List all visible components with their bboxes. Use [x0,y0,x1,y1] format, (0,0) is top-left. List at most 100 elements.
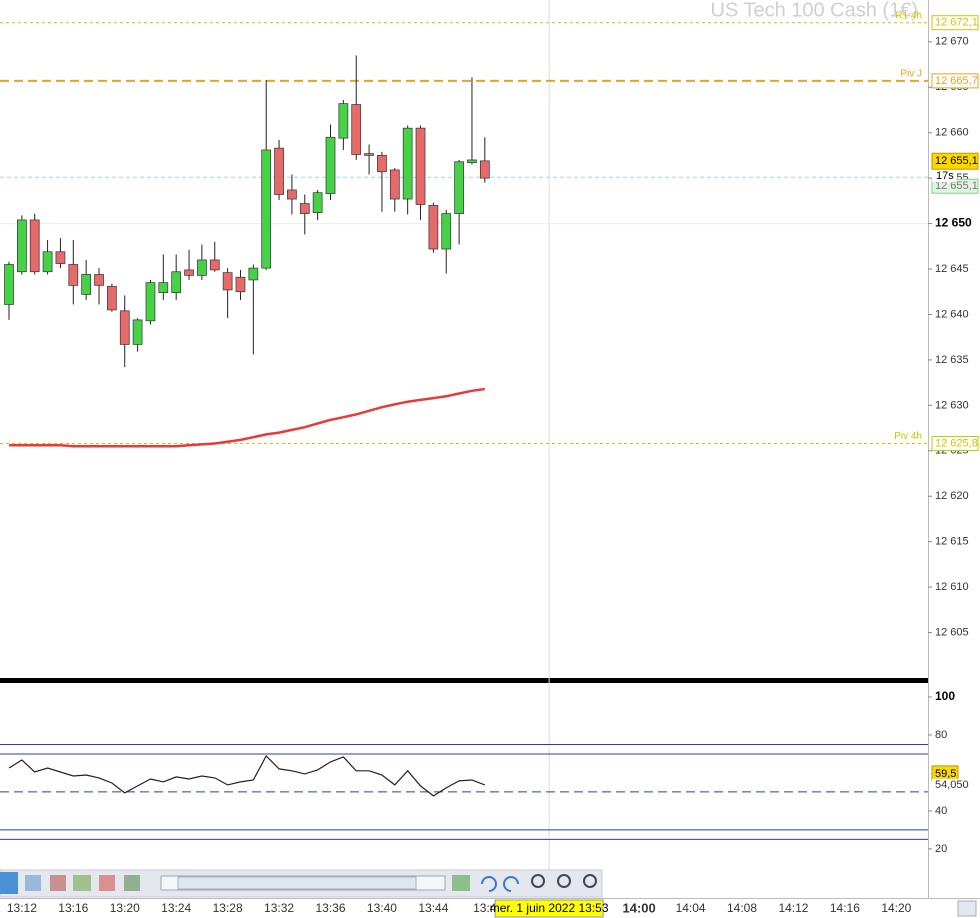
y-tick-label: 12 640 [935,308,969,320]
timer: 17s [936,170,954,182]
candle-body [467,159,477,164]
candle-body [274,147,284,195]
tool-button[interactable] [452,875,470,891]
zoom-out-button[interactable] [557,874,571,888]
tool-button[interactable] [124,875,140,891]
crosshair-label: mer. 1 juin 2022 13:53 [490,901,609,915]
candle-body [145,282,156,322]
timer-bg [932,170,956,183]
candle-body [119,310,130,345]
x-tick-label: 13:16 [58,901,88,915]
candle-body [338,103,349,139]
candle-body [29,219,40,273]
toolbar [0,869,603,898]
moving-average [9,387,485,448]
candle-body [299,203,310,214]
x-tick-label: 14:16 [830,901,860,915]
candle-body [55,251,66,264]
x-tick-label: 14:08 [727,901,757,915]
candle-body [197,259,207,276]
level-name: Piv 4h [894,431,922,442]
candle-body [94,274,104,286]
candle-body [377,155,387,173]
crosshair-label-bg [494,899,604,918]
candle-body [428,205,439,250]
y-tick-label: 12 670 [935,36,969,48]
y-tick-label: 12 610 [935,581,969,593]
x-tick-label: 13:12 [7,901,37,915]
x-tick-label: 14:04 [676,901,706,915]
y-tick-label: 12 605 [935,626,969,638]
x-tick-label: 13:36 [315,901,345,915]
candle-body [389,169,400,200]
candle-body [479,160,490,179]
candle-body [287,189,297,200]
level-name: Piv J [900,69,922,80]
candle-body [132,319,143,345]
scroll-thumb[interactable] [177,876,417,890]
indicator-last-label: 59,5 [935,768,956,780]
indicator-line [8,755,486,797]
redo-button[interactable] [503,876,519,892]
x-tick-label: 14:00 [623,900,656,915]
candle-body [364,153,374,156]
candle-body [158,282,169,293]
tool-button[interactable] [25,875,41,891]
candle-body [248,267,259,281]
y-tick-label: 12 660 [935,127,969,139]
level-label: 12 665,7 [935,75,978,87]
candle-body [325,136,336,194]
x-tick-label: 13:4 [473,901,497,915]
level-label: 12 672,1 [935,17,978,29]
last-price-label: 12 655,1 [935,155,978,167]
candle-body [415,127,426,205]
x-tick-label: 13:44 [418,901,448,915]
candle-body [4,264,14,305]
tool-button[interactable] [0,872,18,894]
zoom-in-button[interactable] [583,874,597,888]
tool-button[interactable] [73,875,91,891]
y-tick-label: 12 650 [935,216,972,230]
x-tick-label: 13:24 [161,901,191,915]
level-label: 12 625,8 [935,437,978,449]
zoom-button[interactable] [531,874,545,888]
candle-body [454,161,464,214]
pane-separator [0,678,928,683]
y-tick-label: 12 645 [935,263,969,275]
candle-body [171,271,182,293]
level-label-bg [931,73,979,89]
candle-body [42,251,53,273]
x-tick-label: 13:40 [367,901,397,915]
candle-body [222,272,233,291]
undo-button[interactable] [481,876,497,892]
y-tick-label: 12 615 [935,536,969,548]
y-tick-label: 40 [935,805,947,817]
y-tick-label: 20 [935,843,947,855]
candle-body [402,127,413,200]
corner-button[interactable] [957,900,977,917]
candle-body [68,264,79,286]
x-tick-label: 13:28 [213,901,243,915]
candle-body [351,104,362,155]
candle-body [261,149,272,269]
chart-title: US Tech 100 Cash (1€) [710,0,918,21]
tool-button[interactable] [99,875,115,891]
signal-label-bg [932,778,970,792]
y-tick-label: 80 [935,729,947,741]
x-tick-label: 13:32 [264,901,294,915]
candle-body [184,269,194,276]
candle-body [312,192,323,214]
y-tick-label: 100 [935,689,955,703]
quote-label: 12 655,1 [935,180,978,192]
tool-button[interactable] [50,875,66,891]
level-label-bg [931,436,979,452]
candle-body [17,219,27,273]
x-tick-label: 13:20 [110,901,140,915]
candle-body [441,213,452,250]
candle-body [235,276,246,293]
last-price-bg [931,152,979,170]
y-tick-label: 12 630 [935,399,969,411]
y-tick-label: 12 620 [935,490,969,502]
